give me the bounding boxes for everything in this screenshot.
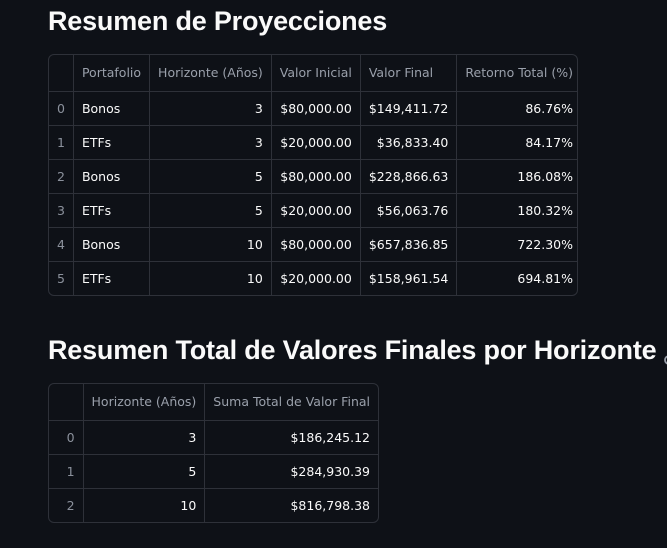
row-index[interactable]: 1 [49, 454, 84, 489]
cell-valor-final[interactable]: $228,866.63 [360, 159, 458, 194]
cell-portafolio[interactable]: Bonos [73, 91, 151, 126]
table-row: 4 Bonos 10 $80,000.00 $657,836.85 722.30… [49, 227, 577, 262]
cell-retorno-total[interactable]: 694.81% [517, 270, 573, 286]
cell-portafolio[interactable]: ETFs [73, 125, 151, 160]
cell-retorno-total[interactable]: 180.32% [456, 193, 577, 228]
cell-valor-inicial[interactable]: $20,000.00 [271, 261, 361, 295]
totals-by-horizon-heading: Resumen Total de Valores Finales por Hor… [48, 335, 667, 366]
cell-valor-inicial[interactable]: $80,000.00 [271, 227, 361, 262]
column-header-valor-final[interactable]: Valor Final [360, 55, 458, 92]
table-header-row: Portafolio Horizonte (Años) Valor Inicia… [49, 55, 577, 92]
cell-retorno-total[interactable]: 86.76% [456, 91, 577, 126]
cell-horizonte[interactable]: 3 [149, 125, 272, 160]
row-index[interactable]: 5 [49, 261, 74, 295]
cell-valor-inicial[interactable]: $80,000.00 [271, 91, 361, 126]
column-header-index[interactable] [49, 55, 74, 92]
column-header-suma-total[interactable]: Suma Total de Valor Final [204, 384, 378, 421]
row-index[interactable]: 1 [49, 125, 74, 160]
cell-portafolio[interactable]: ETFs [73, 261, 151, 295]
column-header-portafolio[interactable]: Portafolio [73, 55, 151, 92]
cell-valor-inicial[interactable]: $20,000.00 [271, 193, 361, 228]
cell-horizonte[interactable]: 10 [149, 227, 272, 262]
cell-portafolio[interactable]: Bonos [73, 159, 151, 194]
link-icon[interactable] [664, 343, 667, 365]
cell-horizonte[interactable]: 10 [149, 261, 272, 295]
table-row: 1 5 $284,930.39 [49, 454, 378, 489]
cell-portafolio[interactable]: Bonos [73, 227, 151, 262]
column-header-horizonte[interactable]: Horizonte (Años) [83, 384, 206, 421]
row-index[interactable]: 2 [49, 488, 84, 522]
row-index[interactable]: 0 [49, 420, 84, 455]
table-row: 3 ETFs 5 $20,000.00 $56,063.76 180.32% [49, 193, 577, 228]
cell-horizonte[interactable]: 10 [83, 488, 206, 522]
row-index[interactable]: 4 [49, 227, 74, 262]
cell-horizonte[interactable]: 3 [83, 420, 206, 455]
projections-table[interactable]: Portafolio Horizonte (Años) Valor Inicia… [48, 54, 578, 296]
cell-valor-inicial[interactable]: $20,000.00 [271, 125, 361, 160]
cell-valor-final[interactable]: $158,961.54 [360, 261, 458, 295]
projections-summary-heading: Resumen de Proyecciones [48, 6, 388, 36]
table-row: 2 Bonos 5 $80,000.00 $228,866.63 186.08% [49, 159, 577, 194]
cell-valor-final[interactable]: $56,063.76 [360, 193, 458, 228]
cell-portafolio[interactable]: ETFs [73, 193, 151, 228]
row-index[interactable]: 0 [49, 91, 74, 126]
cell-suma-total[interactable]: $284,930.39 [204, 454, 378, 489]
table-row: 0 Bonos 3 $80,000.00 $149,411.72 86.76% [49, 91, 577, 126]
column-header-retorno-total[interactable]: Retorno Total (%) [456, 55, 577, 92]
totals-heading-text: Resumen Total de Valores Finales por Hor… [48, 335, 657, 365]
cell-horizonte[interactable]: 5 [149, 159, 272, 194]
cell-retorno-total[interactable]: 84.17% [456, 125, 577, 160]
column-header-valor-inicial[interactable]: Valor Inicial [271, 55, 361, 92]
column-header-index[interactable] [49, 384, 84, 421]
table-header-row: Horizonte (Años) Suma Total de Valor Fin… [49, 384, 378, 421]
table-row: 1 ETFs 3 $20,000.00 $36,833.40 84.17% [49, 125, 577, 160]
totals-by-horizon-table[interactable]: Horizonte (Años) Suma Total de Valor Fin… [48, 383, 379, 523]
cell-retorno-total[interactable]: 722.30% [456, 227, 577, 262]
table-row: 2 10 $816,798.38 [49, 488, 378, 522]
cell-valor-final[interactable]: $36,833.40 [360, 125, 458, 160]
column-header-horizonte[interactable]: Horizonte (Años) [149, 55, 272, 92]
row-index[interactable]: 3 [49, 193, 74, 228]
table-row: 5 ETFs 10 $20,000.00 $158,961.54 694.81% [49, 261, 577, 295]
cell-valor-final[interactable]: $657,836.85 [360, 227, 458, 262]
cell-retorno-total[interactable]: 186.08% [456, 159, 577, 194]
cell-horizonte[interactable]: 5 [149, 193, 272, 228]
cell-horizonte[interactable]: 5 [83, 454, 206, 489]
row-index[interactable]: 2 [49, 159, 74, 194]
cell-valor-inicial[interactable]: $80,000.00 [271, 159, 361, 194]
cell-horizonte[interactable]: 3 [149, 91, 272, 126]
table-row: 0 3 $186,245.12 [49, 420, 378, 455]
cell-suma-total[interactable]: $816,798.38 [290, 497, 370, 513]
cell-valor-final[interactable]: $149,411.72 [360, 91, 458, 126]
cell-suma-total[interactable]: $186,245.12 [204, 420, 378, 455]
